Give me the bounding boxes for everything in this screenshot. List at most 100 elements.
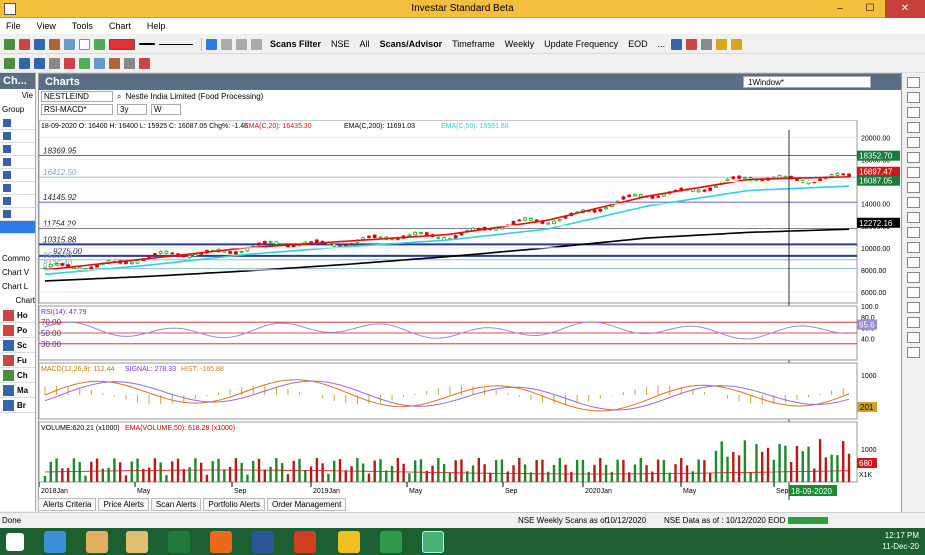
text-icon[interactable] — [907, 107, 920, 118]
zoom-icon[interactable] — [94, 57, 105, 69]
trendline-icon[interactable] — [907, 122, 920, 133]
list-item-selected[interactable] — [0, 221, 35, 234]
rectangle-icon[interactable] — [907, 137, 920, 148]
commodity-label[interactable]: Commo — [2, 254, 31, 263]
firefox-icon[interactable] — [210, 531, 232, 553]
magnet-icon[interactable] — [907, 287, 920, 298]
close-button[interactable]: ✕ — [885, 0, 925, 18]
play-icon[interactable] — [206, 38, 217, 50]
line-style-picker[interactable] — [159, 43, 193, 45]
new-icon[interactable] — [4, 57, 15, 69]
layout-icon[interactable] — [671, 38, 683, 50]
view-label[interactable]: Vie — [21, 91, 33, 100]
open-icon[interactable] — [19, 57, 30, 69]
pointer-icon[interactable] — [907, 77, 920, 88]
color-icon[interactable] — [64, 38, 75, 50]
search-icon[interactable]: ⌕ — [117, 91, 122, 101]
minimize-button[interactable]: – — [837, 3, 843, 14]
menu-view[interactable]: View — [36, 21, 56, 31]
favorites-icon[interactable] — [139, 57, 150, 69]
group-label[interactable]: Group — [2, 105, 25, 114]
list-item[interactable] — [0, 130, 35, 143]
word-icon[interactable] — [252, 531, 274, 553]
menu-tools[interactable]: Tools — [71, 21, 93, 31]
tab-alerts-criteria[interactable]: Alerts Criteria — [38, 498, 97, 511]
chrome-icon[interactable] — [338, 531, 360, 553]
refresh-icon[interactable] — [79, 57, 90, 69]
window-select[interactable]: 1Window* — [743, 76, 871, 88]
notes-icon[interactable] — [731, 38, 743, 50]
stop-icon[interactable] — [236, 38, 247, 50]
arrow-icon[interactable] — [907, 182, 920, 193]
nav-broker[interactable]: Br — [0, 398, 35, 413]
investar-icon[interactable] — [422, 531, 444, 553]
chart-view-label[interactable]: Chart V — [2, 268, 30, 277]
zoom-out-icon[interactable] — [907, 257, 920, 268]
symbol-select[interactable]: NESTLEIND — [41, 91, 113, 102]
nav-home[interactable]: Ho — [0, 308, 35, 323]
tab-portfolio-alerts[interactable]: Portfolio Alerts — [203, 498, 265, 511]
ie-icon[interactable] — [44, 531, 66, 553]
cycle-icon[interactable] — [907, 212, 920, 223]
list-item[interactable] — [0, 143, 35, 156]
tab-price-alerts[interactable]: Price Alerts — [98, 498, 149, 511]
list-item[interactable] — [0, 195, 35, 208]
list-item[interactable] — [0, 208, 35, 221]
list-item[interactable] — [0, 169, 35, 182]
chart-icon[interactable] — [4, 38, 15, 50]
menu-help[interactable]: Help — [146, 21, 166, 31]
export-icon[interactable] — [94, 38, 105, 50]
price-chart[interactable]: 18-09-2020 O: 16400 H: 16400 L: 15925 C:… — [39, 120, 901, 500]
list-item[interactable] — [0, 156, 35, 169]
pause-icon[interactable] — [221, 38, 232, 50]
start-icon[interactable] — [6, 533, 24, 551]
nav-portfolio[interactable]: Po — [0, 323, 35, 338]
fib-icon[interactable] — [907, 152, 920, 163]
scans-advisor-label[interactable]: Scans/Advisor — [379, 39, 443, 49]
zoom-in-icon[interactable] — [907, 242, 920, 253]
line-color-picker[interactable] — [109, 38, 135, 50]
app-icon-9[interactable] — [380, 531, 402, 553]
settings-icon[interactable] — [124, 57, 135, 69]
period-select[interactable]: 3y — [117, 104, 147, 115]
print-icon[interactable] — [49, 57, 60, 69]
clear-icon[interactable] — [907, 347, 920, 358]
menu-chart[interactable]: Chart — [108, 21, 131, 31]
nav-scans[interactable]: Sc — [0, 338, 35, 353]
line-width-picker[interactable] — [139, 43, 155, 45]
tab-scan-alerts[interactable]: Scan Alerts — [150, 498, 202, 511]
line-icon[interactable] — [907, 92, 920, 103]
lock-icon[interactable] — [907, 302, 920, 313]
interval-select[interactable]: W — [151, 104, 181, 115]
exchange-select[interactable]: NSE — [331, 39, 350, 49]
erase-icon[interactable] — [907, 272, 920, 283]
explorer-icon[interactable] — [126, 531, 148, 553]
more-button[interactable]: ... — [657, 39, 666, 49]
menu-file[interactable]: File — [6, 21, 21, 31]
channel-icon[interactable] — [907, 167, 920, 178]
nav-market[interactable]: Ma — [0, 383, 35, 398]
app-icon-7[interactable] — [294, 531, 316, 553]
tab-order-management[interactable]: Order Management — [266, 498, 347, 511]
nav-fundamentals[interactable]: Fu — [0, 353, 35, 368]
chart-label[interactable]: Chart — [15, 296, 35, 305]
list-item[interactable] — [0, 182, 35, 195]
delete-icon[interactable] — [19, 38, 30, 50]
list-item[interactable] — [0, 117, 35, 130]
crosshair-icon[interactable] — [34, 38, 45, 50]
app-icon-2[interactable] — [86, 531, 108, 553]
chart-layout-label[interactable]: Chart L — [2, 282, 29, 291]
page-icon[interactable] — [79, 38, 90, 50]
scope-select[interactable]: All — [359, 39, 370, 49]
indicator-icon[interactable] — [64, 57, 75, 69]
measure-icon[interactable] — [907, 317, 920, 328]
alert-icon[interactable] — [716, 38, 728, 50]
remove-icon[interactable] — [686, 38, 698, 50]
template-select[interactable]: RSI-MACD* — [41, 104, 113, 115]
nav-charts[interactable]: Ch — [0, 368, 35, 383]
step-icon[interactable] — [251, 38, 262, 50]
excel-icon[interactable] — [168, 531, 190, 553]
ellipse-icon[interactable] — [907, 197, 920, 208]
update-frequency-select[interactable]: EOD — [628, 39, 648, 49]
maximize-button[interactable]: ☐ — [865, 3, 875, 14]
